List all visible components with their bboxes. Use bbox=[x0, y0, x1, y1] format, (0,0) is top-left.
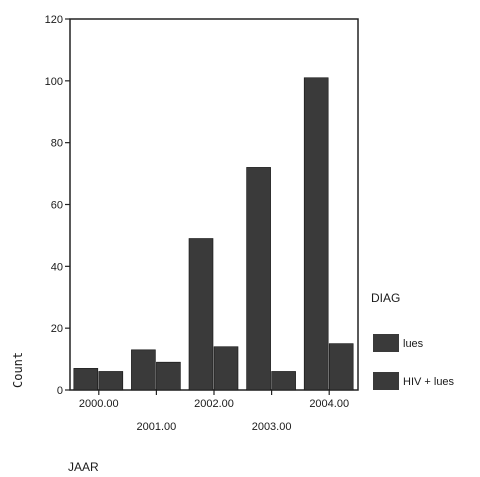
x-tick-label: 2004.00 bbox=[309, 398, 349, 410]
bar-lues-2002.00 bbox=[188, 238, 214, 391]
bar-lues-2000.00 bbox=[73, 368, 99, 391]
x-tick-label: 2001.00 bbox=[137, 421, 177, 433]
y-tick-label: 40 bbox=[51, 261, 63, 273]
legend-label-lues: lues bbox=[403, 338, 424, 350]
x-tick-label: 2002.00 bbox=[194, 398, 234, 410]
x-tick-label: 2003.00 bbox=[252, 421, 292, 433]
y-tick-label: 60 bbox=[51, 200, 63, 212]
y-tick-label: 80 bbox=[51, 138, 63, 150]
legend-title: DIAG bbox=[371, 291, 400, 305]
y-tick-label: 20 bbox=[51, 323, 63, 335]
bar-hiv-lues-2001.00 bbox=[156, 361, 181, 391]
bar-hiv-lues-2000.00 bbox=[98, 371, 124, 391]
legend: DIAG lues HIV + lues bbox=[371, 291, 455, 390]
legend-label-hiv-lues: HIV + lues bbox=[403, 376, 455, 388]
y-tick-label: 100 bbox=[45, 76, 63, 88]
bar-lues-2004.00 bbox=[303, 77, 329, 391]
bar-hiv-lues-2004.00 bbox=[328, 343, 354, 391]
legend-swatch-hiv-lues bbox=[373, 372, 399, 390]
bar-hiv-lues-2002.00 bbox=[213, 346, 239, 391]
bar-lues-2003.00 bbox=[246, 167, 271, 391]
y-axis-title: Count bbox=[11, 352, 25, 388]
x-axis: 2000.00 2001.00 2002.00 2003.00 2004.00 bbox=[79, 390, 349, 433]
x-tick-label: 2000.00 bbox=[79, 398, 119, 410]
bars bbox=[73, 77, 354, 391]
legend-swatch-lues bbox=[373, 334, 399, 352]
x-axis-title: JAAR bbox=[68, 460, 99, 474]
y-tick-label: 0 bbox=[57, 385, 63, 397]
y-axis: 0 20 40 60 80 100 120 bbox=[45, 14, 70, 397]
y-tick-label: 120 bbox=[45, 14, 63, 26]
bar-lues-2001.00 bbox=[131, 349, 156, 391]
bar-hiv-lues-2003.00 bbox=[271, 371, 296, 391]
